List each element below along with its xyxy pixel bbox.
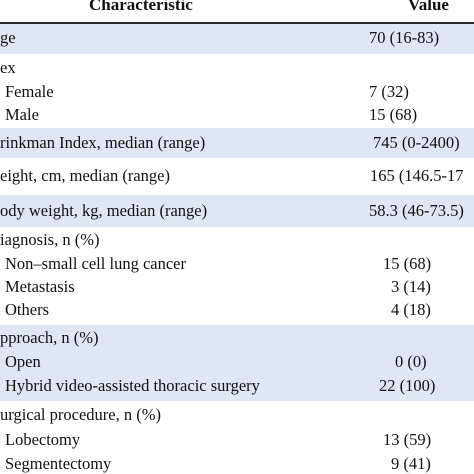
table-row: pproach, n (%) [0, 327, 474, 349]
row-label: Lobectomy [5, 430, 81, 449]
row-label: eight, cm, median (range) [0, 166, 170, 185]
row-value: 70 (16-83) [369, 28, 440, 47]
row-value: 0 (0) [395, 352, 427, 371]
table-row: urgical procedure, n (%) [0, 404, 474, 426]
table-row: ge 70 (16-83) [0, 24, 474, 54]
table-row: ex [0, 56, 474, 78]
row-label: Others [5, 300, 49, 319]
row-label: urgical procedure, n (%) [0, 405, 161, 424]
table-row: iagnosis, n (%) [0, 229, 474, 251]
row-label: Segmentectomy [5, 454, 112, 473]
row-label: Hybrid video-assisted thoracic surgery [5, 376, 260, 395]
row-label: Male [5, 105, 39, 124]
row-value: 9 (41) [391, 454, 431, 473]
table-row: Lobectomy 13 (59) [0, 429, 474, 451]
table-row: Non–small cell lung cancer 15 (68) [0, 253, 474, 275]
row-value: 15 (68) [383, 254, 432, 273]
table-row-group [0, 325, 474, 401]
row-value: 4 (18) [391, 300, 431, 319]
table-row: ody weight, kg, median (range) 58.3 (46-… [0, 195, 474, 227]
table-header: Characteristic Value [0, 0, 474, 24]
table-row: Female 7 (32) [0, 80, 474, 102]
table-row: Others 4 (18) [0, 299, 474, 321]
row-value: 745 (0-2400) [373, 133, 460, 152]
table-row: Segmentectomy 9 (41) [0, 453, 474, 474]
row-value: 22 (100) [379, 376, 436, 395]
row-label: ge [0, 28, 16, 47]
row-label: Non–small cell lung cancer [5, 254, 186, 273]
table-row: Hybrid video-assisted thoracic surgery 2… [0, 375, 474, 397]
table-row: Open 0 (0) [0, 351, 474, 373]
header-characteristic: Characteristic [89, 0, 193, 14]
row-label: ex [0, 58, 16, 77]
row-label: Female [5, 82, 54, 101]
header-value: Value [408, 0, 449, 14]
row-label: rinkman Index, median (range) [0, 133, 206, 152]
table-row: eight, cm, median (range) 165 (146.5-17 [0, 160, 474, 193]
table-row: rinkman Index, median (range) 745 (0-240… [0, 128, 474, 158]
row-label: Open [5, 352, 41, 371]
row-label: pproach, n (%) [0, 328, 99, 347]
row-value: 7 (32) [369, 82, 409, 101]
row-label: Metastasis [5, 277, 75, 296]
row-value: 13 (59) [383, 430, 432, 449]
table-row: Metastasis 3 (14) [0, 276, 474, 298]
row-value: 3 (14) [391, 277, 431, 296]
row-label: ody weight, kg, median (range) [0, 201, 208, 220]
table-row: Male 15 (68) [0, 103, 474, 125]
row-value: 58.3 (46-73.5) [369, 201, 464, 220]
row-label: iagnosis, n (%) [0, 230, 100, 249]
row-value: 15 (68) [369, 105, 418, 124]
row-value: 165 (146.5-17 [370, 166, 464, 185]
